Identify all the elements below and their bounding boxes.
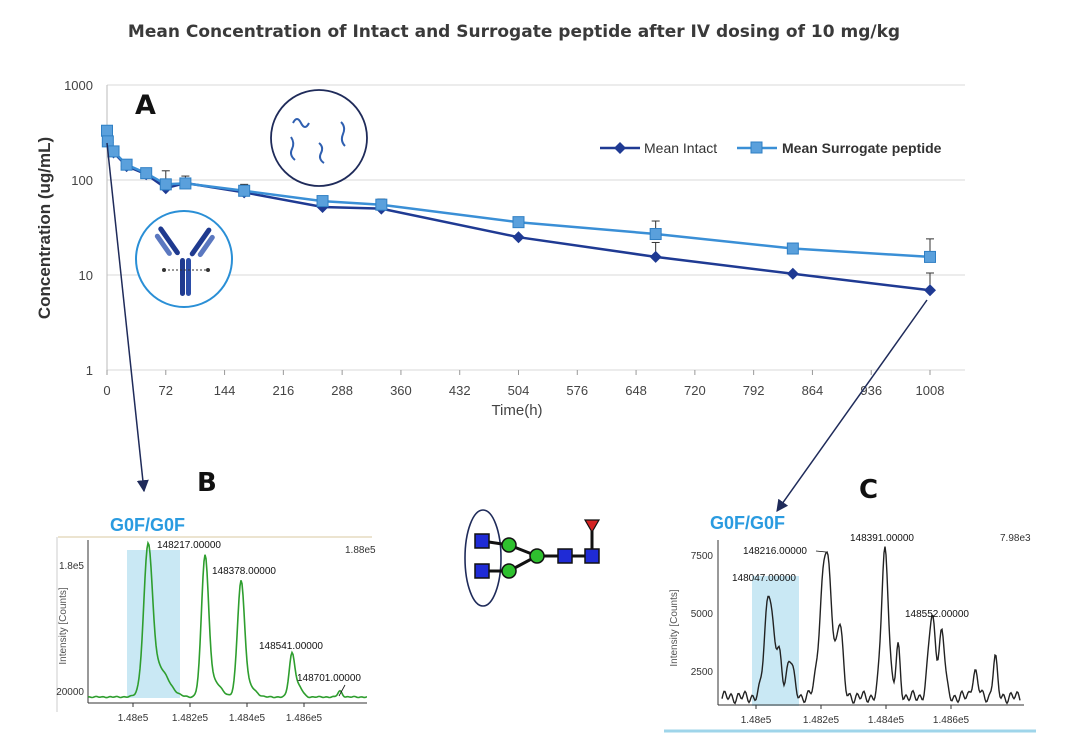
y-tick-label: 1.8e5 <box>59 561 84 572</box>
data-point-intact <box>786 267 799 280</box>
x-axis-label: Time(h) <box>491 402 542 419</box>
data-point-surrogate <box>512 216 525 229</box>
y-gridlines <box>107 84 965 371</box>
data-point-surrogate <box>101 124 113 137</box>
x-tick-label: 792 <box>743 383 765 398</box>
data-point-surrogate <box>649 228 662 241</box>
y-tick-label: 2500 <box>691 667 714 678</box>
arrow-to-panel-b <box>106 142 149 493</box>
data-point-surrogate <box>140 167 153 180</box>
max-intensity-label: 7.98e3 <box>1000 533 1031 544</box>
x-tick-label: 864 <box>802 383 824 398</box>
y-axis-label: Concentration (ug/mL) <box>35 137 54 319</box>
highlight-label-b: G0F/G0F <box>110 515 185 535</box>
x-tick-label: 432 <box>449 383 471 398</box>
data-point-surrogate <box>924 250 936 263</box>
highlight-region-b <box>127 550 180 698</box>
x-tick-label: 0 <box>103 383 110 398</box>
peak-label: 148217.00000 <box>157 540 221 551</box>
panel-a-axes: 1 10 100 1000 0 72 144 216 288 360 432 504 576 648 720… <box>64 78 944 398</box>
legend-intact-marker <box>614 142 626 154</box>
data-point-surrogate <box>316 195 329 208</box>
panel-label-a: A <box>135 90 156 121</box>
legend-surrogate-label: Mean Surrogate peptide <box>782 140 942 156</box>
x-tick-label: 1.482e5 <box>172 713 209 724</box>
x-tick-label: 648 <box>625 383 647 398</box>
data-point-intact <box>924 284 936 297</box>
x-tick-label: 504 <box>508 383 530 398</box>
peak-label: 148552.00000 <box>905 609 969 620</box>
peak-label-leader <box>338 684 346 697</box>
panel-a-pk-chart: 1 10 100 1000 0 72 144 216 288 360 432 504 576 648 720… <box>35 78 965 419</box>
data-point-surrogate <box>238 184 251 197</box>
x-tick-label: 1.484e5 <box>229 713 266 724</box>
y-tick-label: 20000 <box>56 687 84 698</box>
panel-label-c: C <box>859 475 878 505</box>
x-tick-label: 1.482e5 <box>803 715 840 726</box>
y-tick-label: 1000 <box>64 78 93 93</box>
x-tick-label: 72 <box>159 383 173 398</box>
antibody-icon <box>135 210 233 308</box>
y-tick-label: 7500 <box>691 551 714 562</box>
peak-label: 148541.00000 <box>259 641 323 652</box>
data-point-intact <box>512 231 525 244</box>
y-tick-label: 5000 <box>691 609 714 620</box>
x-tick-label: 1.484e5 <box>868 715 905 726</box>
highlight-label-c: G0F/G0F <box>710 513 785 533</box>
glycan-structure-icon <box>464 509 601 607</box>
x-tick-label: 1.486e5 <box>933 715 970 726</box>
data-point-surrogate <box>159 178 172 191</box>
x-ticks-b: 1.48e5 1.482e5 1.484e5 1.486e5 <box>118 703 323 724</box>
spectrum-trace-c <box>721 546 1021 705</box>
data-point-surrogate <box>120 158 133 171</box>
peak-label: 148047.00000 <box>732 573 796 584</box>
max-intensity-label: 1.88e5 <box>345 545 376 556</box>
y-axis-label-b: Intensity [Counts] <box>58 587 69 664</box>
panel-label-b: B <box>197 468 217 498</box>
spectrum-trace-b <box>88 540 367 699</box>
peptide-fragments-icon <box>270 89 368 187</box>
y-tick-label: 1 <box>86 363 93 378</box>
peak-label-leader <box>815 550 827 553</box>
panel-c-spectrum: G0F/G0F Intensity [Counts] 7500 5000 250… <box>664 513 1036 733</box>
panel-b-spectrum: G0F/G0F Intensity [Counts] 1.8e5 20000 1… <box>56 515 376 724</box>
data-point-intact <box>649 250 662 263</box>
data-point-surrogate <box>375 198 388 211</box>
x-tick-label: 360 <box>390 383 412 398</box>
series-lines <box>101 124 936 297</box>
data-point-surrogate <box>179 177 192 190</box>
x-tick-label: 720 <box>684 383 706 398</box>
y-tick-label: 100 <box>71 173 93 188</box>
x-tick-label: 288 <box>331 383 353 398</box>
peak-label: 148378.00000 <box>212 566 276 577</box>
data-point-surrogate <box>786 242 799 255</box>
legend: Mean Intact Mean Surrogate peptide <box>600 140 942 156</box>
x-tick-label: 1.48e5 <box>741 715 772 726</box>
legend-intact-label: Mean Intact <box>644 140 717 156</box>
x-tick-label: 576 <box>566 383 588 398</box>
peak-label: 148391.00000 <box>850 533 914 544</box>
error-bars <box>142 168 934 291</box>
x-tick-label: 144 <box>214 383 236 398</box>
y-tick-label: 10 <box>79 268 93 283</box>
x-tick-label: 1.486e5 <box>286 713 323 724</box>
peak-label: 148701.00000 <box>297 673 361 684</box>
x-tick-label: 216 <box>273 383 295 398</box>
y-axis-label-c: Intensity [Counts] <box>669 589 680 666</box>
chart-title: Mean Concentration of Intact and Surroga… <box>128 22 900 42</box>
peak-label: 148216.00000 <box>743 546 807 557</box>
legend-surrogate-marker <box>750 141 763 154</box>
x-tick-label: 1.48e5 <box>118 713 149 724</box>
x-ticks-c: 1.48e5 1.482e5 1.484e5 1.486e5 <box>741 705 970 726</box>
arrow-to-panel-c <box>776 299 928 512</box>
x-tick-label: 1008 <box>916 383 945 398</box>
data-point-surrogate <box>107 145 120 158</box>
x-tick-label: 936 <box>860 383 882 398</box>
